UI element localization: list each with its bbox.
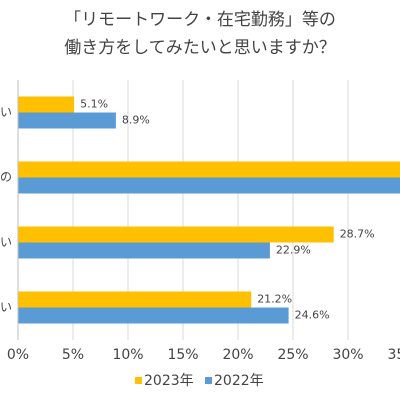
y-tick-label: の xyxy=(0,170,12,184)
legend-swatch xyxy=(135,377,142,384)
data-label: 8.9% xyxy=(122,114,150,127)
x-tick-label: 35% xyxy=(387,347,400,363)
bar xyxy=(18,177,400,194)
chart-title: 働き方をしてみたいと思いますか？ xyxy=(64,38,336,58)
bar xyxy=(18,161,400,178)
x-tick-label: 20% xyxy=(222,347,253,363)
x-tick-label: 15% xyxy=(167,347,198,363)
legend-label: 2023年 xyxy=(144,373,194,389)
bar xyxy=(18,96,75,113)
legend-swatch xyxy=(205,377,212,384)
y-tick-label: い xyxy=(0,235,12,249)
chart-title: 「リモートワーク・在宅勤務」等の xyxy=(64,10,336,30)
bar xyxy=(18,307,289,324)
bar xyxy=(18,242,270,259)
data-label: 24.6% xyxy=(295,309,330,322)
x-tick-label: 0% xyxy=(7,347,29,363)
y-tick-label: い xyxy=(0,300,12,314)
bar xyxy=(18,226,334,243)
legend-label: 2022年 xyxy=(214,373,264,389)
x-tick-label: 25% xyxy=(277,347,308,363)
y-tick-label: い xyxy=(0,105,12,119)
x-tick-label: 30% xyxy=(332,347,363,363)
data-label: 21.2% xyxy=(257,293,292,306)
data-label: 5.1% xyxy=(80,98,108,111)
data-label: 28.7% xyxy=(340,228,375,241)
x-tick-label: 5% xyxy=(62,347,84,363)
data-label: 22.9% xyxy=(276,244,311,257)
bar xyxy=(18,112,116,129)
bar xyxy=(18,291,252,308)
x-tick-label: 10% xyxy=(112,347,143,363)
